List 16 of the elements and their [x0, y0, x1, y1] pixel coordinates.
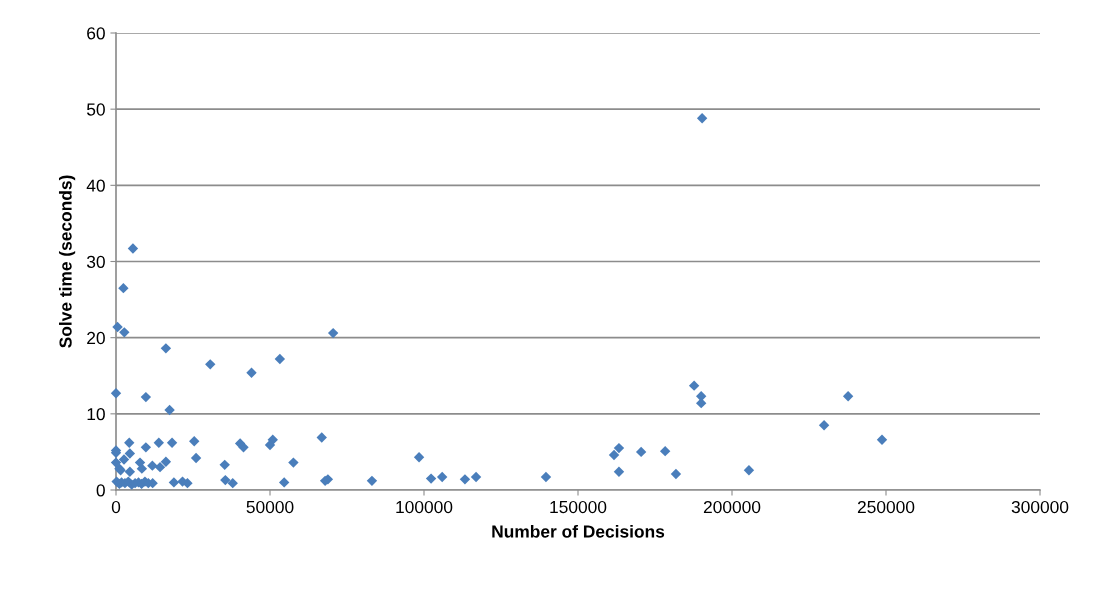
x-tick-label: 250000 [857, 500, 915, 514]
x-tick-label: 50000 [246, 500, 294, 514]
y-tick-label: 30 [86, 255, 105, 268]
y-axis-title: Solve time (seconds) [58, 175, 76, 348]
y-tick-label: 0 [96, 484, 105, 497]
y-tick-label: 40 [86, 179, 105, 192]
x-tick-label: 150000 [550, 500, 607, 514]
x-tick-label: 300000 [1011, 500, 1069, 514]
y-tick-label: 20 [87, 331, 105, 345]
x-axis-title: Number of Decisions [492, 524, 665, 538]
x-tick-label: 0 [111, 500, 121, 514]
x-tick-label: 200000 [703, 500, 761, 514]
y-tick-label: 10 [87, 408, 105, 421]
x-tick-label: 100000 [396, 500, 453, 514]
y-tick-label: 50 [86, 103, 105, 116]
y-tick-label: 60 [87, 27, 105, 40]
